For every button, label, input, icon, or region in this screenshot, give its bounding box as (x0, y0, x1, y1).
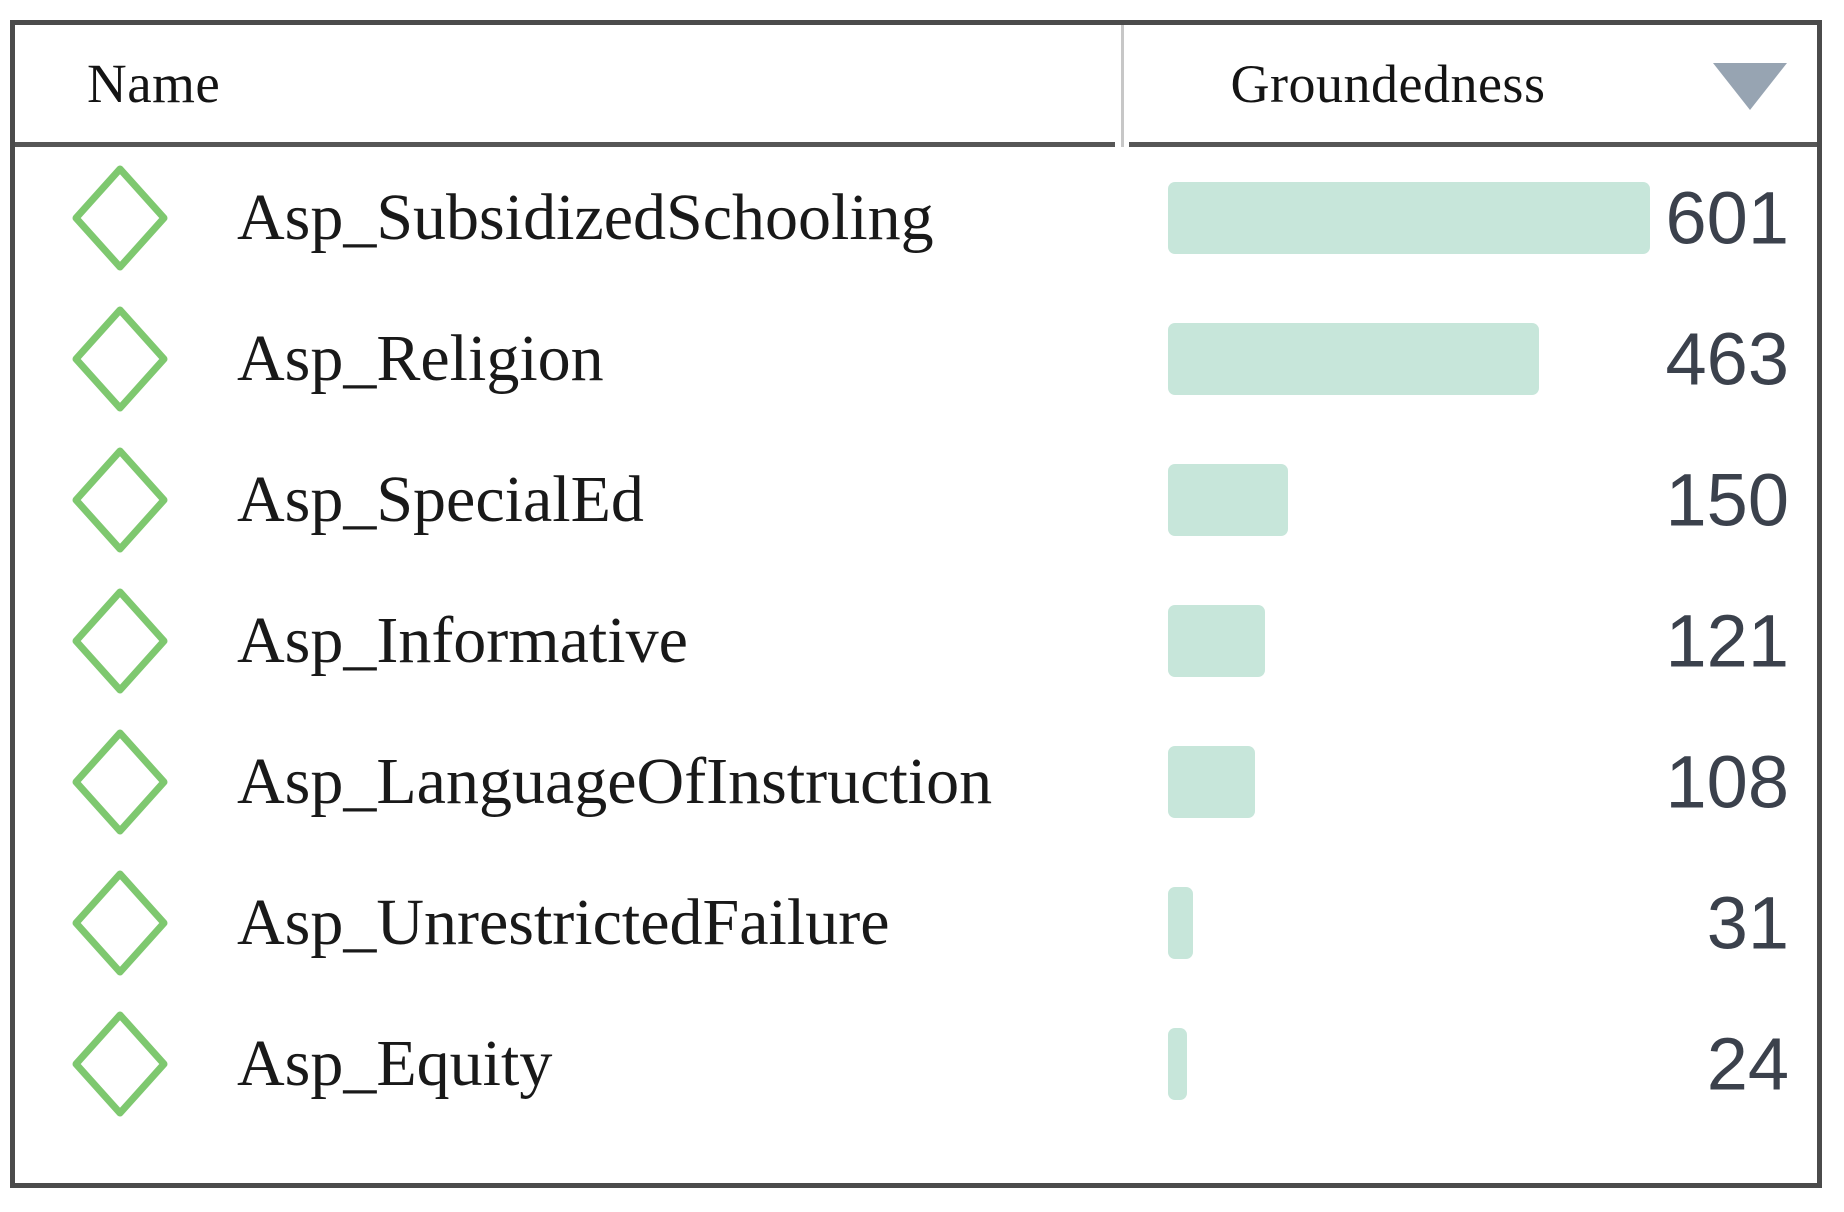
aspect-diamond-icon (71, 728, 169, 836)
row-label: Asp_SpecialEd (237, 462, 644, 536)
row-value: 150 (1665, 458, 1789, 541)
row-value: 24 (1706, 1022, 1789, 1105)
row-label: Asp_LanguageOfInstruction (237, 744, 993, 818)
row-label: Asp_Equity (237, 1026, 553, 1100)
table-row[interactable]: Asp_Equity 24 (15, 993, 1817, 1134)
aspect-diamond-icon (71, 869, 169, 977)
column-header-groundedness[interactable]: Groundedness (1129, 25, 1817, 147)
aspect-diamond-icon (71, 587, 169, 695)
row-value: 601 (1665, 176, 1789, 259)
table-header-row: Name Groundedness (15, 25, 1817, 147)
table-row[interactable]: Asp_SpecialEd 150 (15, 429, 1817, 570)
row-value: 121 (1665, 599, 1789, 682)
table-row[interactable]: Asp_Religion 463 (15, 288, 1817, 429)
groundedness-header-label: Groundedness (1230, 53, 1546, 114)
table-row[interactable]: Asp_UnrestrictedFailure 31 (15, 852, 1817, 993)
groundedness-bar (1168, 745, 1255, 818)
groundedness-bar (1168, 1027, 1187, 1100)
groundedness-bar (1168, 463, 1288, 536)
column-divider-line (1120, 25, 1124, 147)
row-label: Asp_SubsidizedSchooling (237, 180, 934, 254)
row-label: Asp_Religion (237, 321, 604, 395)
table-row[interactable]: Asp_SubsidizedSchooling 601 (15, 147, 1817, 288)
aspect-diamond-icon (71, 305, 169, 413)
table-row[interactable]: Asp_LanguageOfInstruction 108 (15, 711, 1817, 852)
groundedness-bar (1168, 604, 1265, 677)
table-body: Asp_SubsidizedSchooling 601 Asp_Religion… (15, 147, 1817, 1134)
groundedness-bar (1168, 322, 1539, 395)
aspect-diamond-icon (71, 446, 169, 554)
column-divider[interactable] (1115, 25, 1129, 147)
groundedness-bar (1168, 181, 1650, 254)
groundedness-bar (1168, 886, 1193, 959)
aspect-diamond-icon (71, 164, 169, 272)
table-row[interactable]: Asp_Informative 121 (15, 570, 1817, 711)
sort-desc-triangle-icon[interactable] (1713, 63, 1787, 110)
row-value: 31 (1706, 881, 1789, 964)
row-label: Asp_UnrestrictedFailure (237, 885, 890, 959)
row-value: 108 (1665, 740, 1789, 823)
column-header-name[interactable]: Name (15, 25, 1115, 147)
name-header-label: Name (87, 53, 221, 114)
aspect-diamond-icon (71, 1010, 169, 1118)
row-value: 463 (1665, 317, 1789, 400)
row-label: Asp_Informative (237, 603, 688, 677)
groundedness-table: Name Groundedness Asp_SubsidizedSchoolin… (10, 20, 1822, 1188)
